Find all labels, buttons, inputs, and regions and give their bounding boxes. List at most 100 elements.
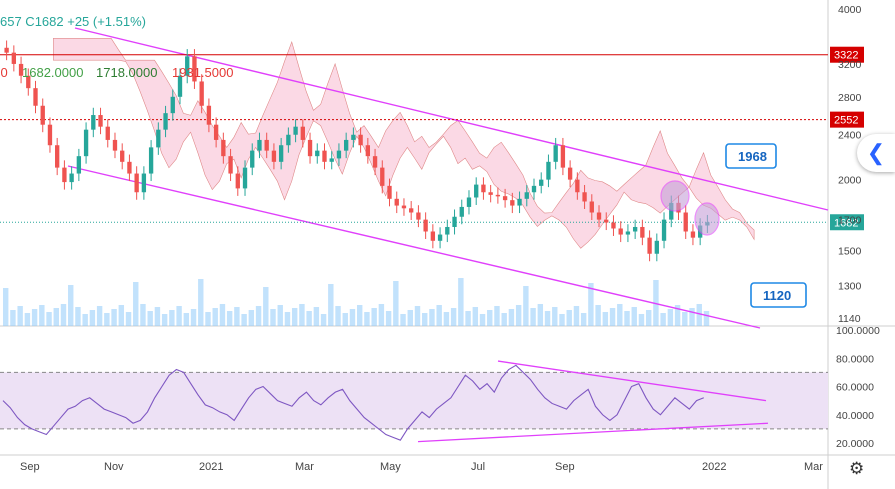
candle-body <box>177 75 183 97</box>
candle-body <box>423 219 428 232</box>
volume-bar <box>523 286 529 326</box>
candle-body <box>539 179 544 186</box>
volume-bar <box>638 314 645 326</box>
candle-body <box>466 197 472 207</box>
rsi-band <box>0 372 828 429</box>
candle-body <box>567 167 573 180</box>
candle-body <box>394 198 399 206</box>
volume-bar <box>96 306 103 326</box>
last-price-label: 1682 <box>834 217 858 229</box>
candle-body <box>264 139 269 151</box>
volume-bar <box>371 308 377 326</box>
volume-bar <box>118 305 125 326</box>
volume-bar <box>263 287 269 326</box>
volume-bar <box>458 278 464 326</box>
chevron-left-icon: ❮ <box>866 140 886 165</box>
channel-lower-line <box>67 165 761 329</box>
rsi-lower-trendline <box>417 422 769 443</box>
candle-body <box>257 139 262 151</box>
ichimoku-cloud <box>53 38 755 249</box>
time-axis-label: Sep <box>20 461 40 473</box>
rsi-tick-label: 40.0000 <box>836 410 874 422</box>
candle-body <box>141 173 147 193</box>
candle-body <box>669 202 674 220</box>
price-tick-label: 4000 <box>838 4 862 16</box>
candle-body <box>228 156 233 174</box>
candle-body <box>98 115 103 127</box>
candle-body <box>416 212 421 220</box>
candle-body <box>242 167 248 189</box>
volume-bar <box>530 308 536 326</box>
volume-bar <box>544 311 551 326</box>
channel-callout-label: 1968 <box>738 149 767 164</box>
volume-bar <box>450 308 457 326</box>
candle-body <box>575 179 580 193</box>
candle-body <box>445 226 450 235</box>
candle-body <box>206 105 212 125</box>
rsi-line <box>2 364 704 441</box>
volume-bar <box>53 308 59 326</box>
candle-body <box>618 228 623 235</box>
volume-bar <box>552 307 558 326</box>
volume-bar <box>320 314 327 326</box>
volume-bar <box>248 310 255 326</box>
candle-body <box>343 139 349 151</box>
candle-body <box>372 156 378 168</box>
price-tick-label: 1300 <box>838 281 862 293</box>
volume-bar <box>515 305 522 326</box>
candle-body <box>91 115 96 130</box>
candle-body <box>185 56 190 76</box>
volume-bar <box>147 311 153 326</box>
candle-body <box>336 150 342 159</box>
candle-body <box>481 184 486 193</box>
volume-bar <box>508 309 515 326</box>
candle-body <box>271 150 277 162</box>
volume-bar <box>306 311 312 326</box>
volume-bar <box>328 284 334 326</box>
volume-bar <box>335 306 341 326</box>
time-axis-label: May <box>380 461 401 473</box>
volume-bar <box>559 314 565 326</box>
volume-bar <box>17 306 23 326</box>
candle-body <box>235 173 240 189</box>
candle-body <box>604 219 609 223</box>
collapse-panel-button[interactable]: ❮ <box>857 134 895 172</box>
candle-body <box>33 88 38 106</box>
candle-body <box>293 126 298 135</box>
volume-bar <box>46 312 52 326</box>
volume-bar <box>436 305 442 326</box>
time-axis-label: Mar <box>804 461 823 473</box>
candle-body <box>300 126 305 140</box>
price-tick-label: 2400 <box>838 130 862 142</box>
volume-bar <box>580 313 587 326</box>
price-tick-label: 1700 <box>838 215 862 227</box>
volume-bar <box>212 308 218 326</box>
candle-body <box>452 216 457 227</box>
volume-bar <box>190 309 197 326</box>
gear-icon[interactable]: ⚙ <box>849 459 865 479</box>
volume-bar <box>487 310 493 326</box>
candle-body <box>611 222 616 229</box>
volume-bar <box>24 313 31 326</box>
volume-bar <box>357 305 363 326</box>
candle-body <box>589 201 594 213</box>
volume-bar <box>667 309 674 326</box>
volume-bar <box>68 285 74 326</box>
volume-bar <box>494 306 500 326</box>
price-tick-label: 2000 <box>838 175 862 187</box>
candle-body <box>531 185 537 193</box>
candle-body <box>329 158 334 162</box>
volume-bar <box>696 304 702 326</box>
candle-body <box>546 161 551 180</box>
candle-body <box>18 63 24 76</box>
volume-bar <box>479 314 486 326</box>
volume-bar <box>205 312 211 326</box>
volume-bar <box>443 312 450 326</box>
candle-body <box>322 150 327 162</box>
candle-body <box>307 139 313 157</box>
candle-body <box>286 134 291 146</box>
volume-bar <box>104 313 110 326</box>
volume-bar <box>414 306 421 326</box>
